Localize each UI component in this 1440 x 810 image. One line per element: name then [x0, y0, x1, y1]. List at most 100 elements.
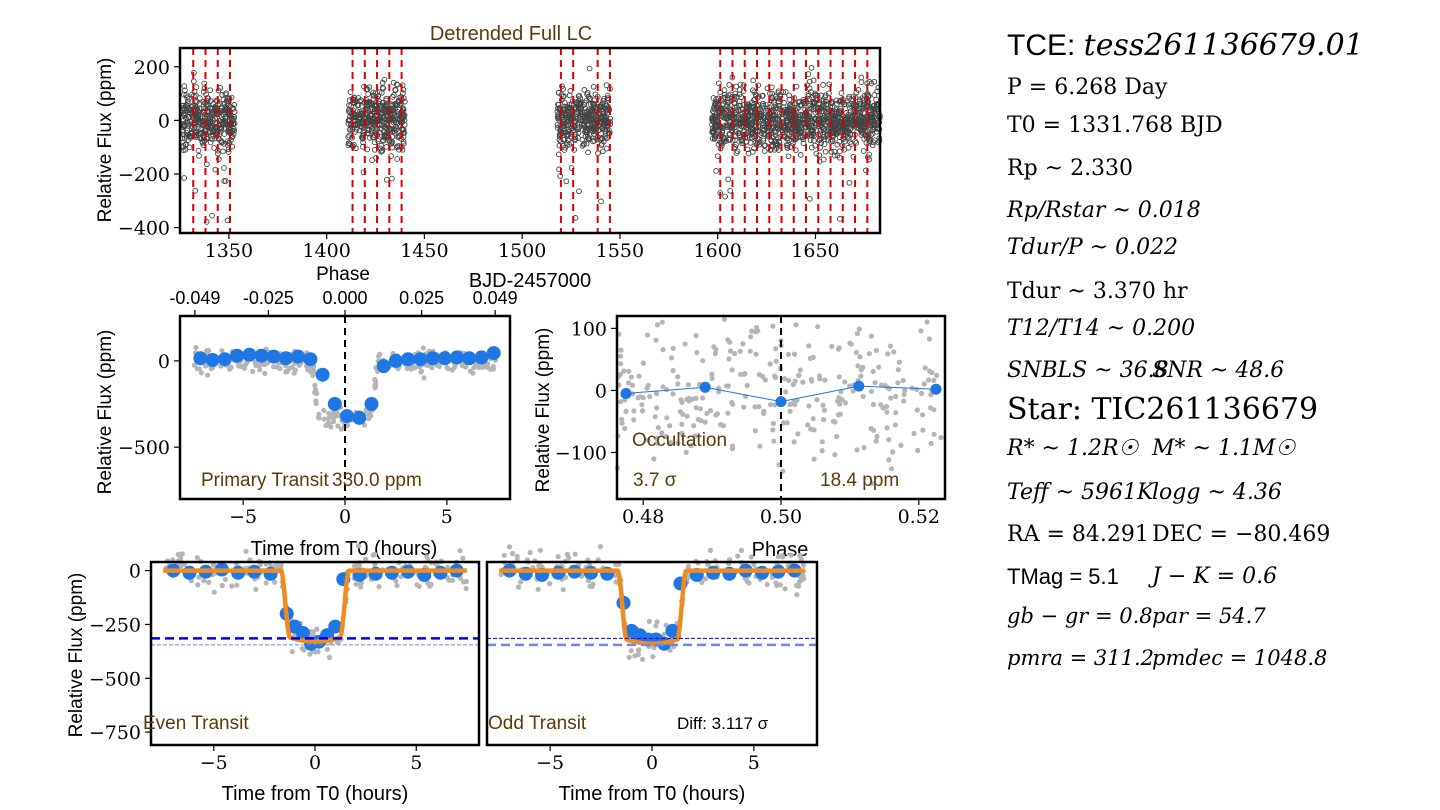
raw-point — [860, 393, 866, 399]
binned-point — [242, 347, 257, 362]
lc-point — [709, 108, 716, 114]
raw-point — [175, 551, 181, 558]
lc-point — [866, 78, 873, 85]
lc-point — [725, 95, 731, 102]
raw-point — [663, 387, 670, 393]
lc-point — [184, 100, 191, 107]
raw-point — [729, 367, 735, 373]
raw-point — [483, 363, 489, 369]
lc-point — [554, 122, 561, 128]
lc-point — [867, 118, 874, 125]
full-lc-xlabel: BJD-2457000 — [469, 270, 591, 292]
raw-point — [619, 416, 625, 422]
lc-point — [383, 144, 390, 150]
lc-point — [389, 139, 396, 146]
raw-point — [560, 587, 566, 593]
lc-point — [353, 126, 360, 133]
raw-point — [639, 408, 646, 414]
raw-point — [815, 324, 821, 330]
lc-point — [585, 149, 591, 156]
star-mass: M* ~ 1.1M☉ — [1152, 436, 1296, 461]
raw-point — [786, 377, 792, 384]
binned-point — [450, 350, 464, 365]
raw-point — [805, 422, 811, 428]
raw-point — [420, 345, 426, 351]
occultation-x-ticks: 0.48 0.50 0.52 — [622, 499, 940, 528]
sn-bls-value: SNBLS ~ 36.8 — [1007, 358, 1169, 383]
lc-point — [808, 144, 815, 151]
lc-point — [206, 121, 212, 128]
lc-point — [564, 141, 570, 148]
lc-point — [824, 128, 831, 135]
raw-point — [670, 368, 676, 374]
lc-point — [366, 99, 373, 105]
even-x-tick-label: 5 — [410, 752, 422, 774]
raw-point — [314, 626, 320, 632]
lc-point — [869, 142, 876, 149]
binned-point — [413, 352, 428, 367]
occultation-x-tick-label: 0.50 — [760, 506, 802, 528]
binned-point — [327, 397, 342, 411]
lc-point — [224, 100, 231, 107]
lc-point — [355, 95, 362, 101]
lc-point — [375, 100, 382, 107]
full-lc-y-ticks: 200 0 −200 −400 — [118, 57, 180, 240]
lc-point — [561, 99, 568, 106]
raw-point — [669, 355, 675, 361]
lc-point — [590, 100, 596, 107]
raw-point — [518, 579, 524, 585]
lc-point — [181, 83, 188, 89]
lc-point — [589, 125, 596, 132]
occultation-y-tick-label: 100 — [571, 318, 607, 340]
raw-point — [289, 649, 295, 655]
tdur-value: Tdur ~ 3.370 hr — [1007, 279, 1188, 304]
binned-point — [486, 346, 501, 361]
lc-point — [848, 141, 855, 147]
lc-point — [836, 110, 842, 116]
star-tmag: TMag = 5.1 — [1007, 564, 1119, 589]
lc-point — [831, 152, 838, 159]
raw-point — [679, 421, 685, 427]
raw-point — [808, 376, 814, 382]
primary-x-tick-label: 0 — [339, 506, 351, 528]
lc-point — [846, 93, 852, 100]
primary-transit-data — [191, 316, 501, 499]
raw-point — [836, 374, 842, 380]
raw-point — [724, 383, 730, 389]
raw-point — [660, 347, 666, 353]
raw-point — [709, 371, 715, 377]
raw-point — [653, 337, 659, 343]
lc-point — [210, 101, 217, 107]
raw-point — [321, 416, 327, 422]
lc-point — [576, 92, 583, 99]
lc-point — [872, 137, 878, 144]
lc-point — [392, 106, 398, 112]
raw-point — [800, 379, 806, 385]
lc-point — [215, 150, 221, 157]
raw-point — [885, 351, 891, 357]
raw-point — [748, 554, 755, 560]
raw-point — [771, 438, 777, 444]
raw-point — [782, 586, 788, 592]
lc-point — [733, 107, 739, 113]
raw-point — [832, 452, 838, 458]
raw-point — [858, 373, 864, 379]
lc-point — [711, 126, 718, 133]
raw-point — [621, 368, 627, 374]
even-transit-y-ticks: 0 −250 −500 −750 — [89, 561, 151, 744]
lc-point — [760, 127, 766, 134]
raw-point — [797, 367, 804, 373]
lc-point — [567, 87, 574, 94]
lc-point — [380, 85, 387, 92]
raw-point — [764, 581, 770, 588]
lc-point — [858, 74, 865, 81]
raw-point — [647, 393, 653, 400]
raw-point — [652, 414, 658, 420]
lc-point — [195, 124, 202, 130]
lc-point — [780, 104, 787, 110]
raw-point — [707, 547, 714, 554]
raw-point — [628, 374, 635, 380]
lc-point — [848, 125, 854, 132]
lc-point — [345, 117, 352, 124]
lc-point — [184, 98, 191, 105]
